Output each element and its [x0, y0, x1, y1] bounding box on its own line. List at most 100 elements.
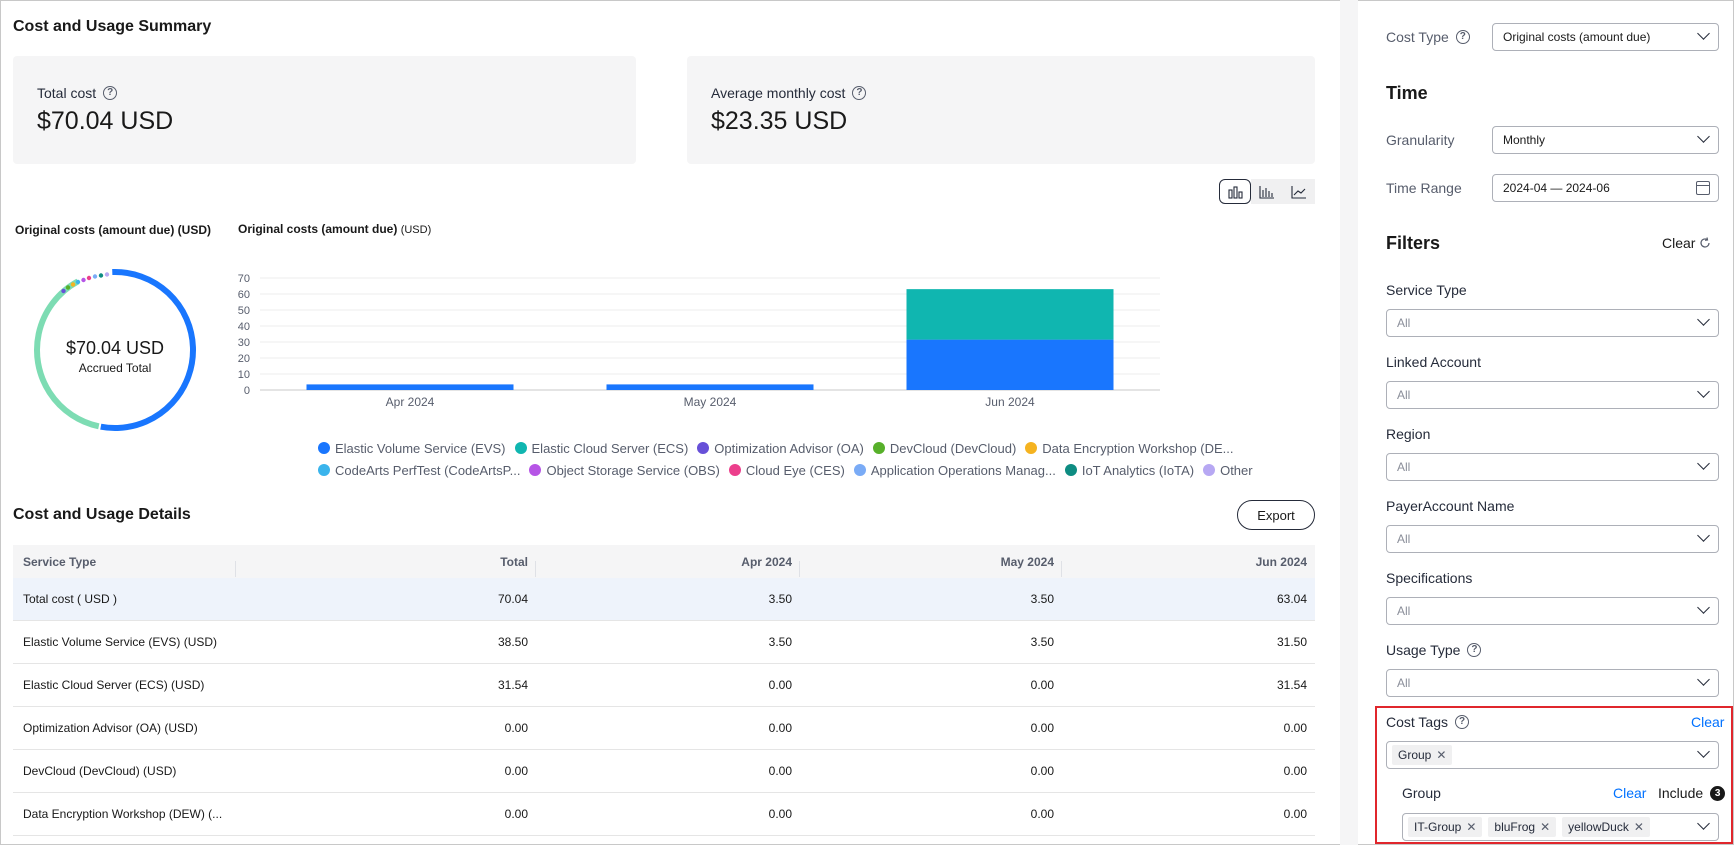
- col-header-total[interactable]: Total: [236, 555, 536, 577]
- group-clear-button[interactable]: Clear: [1613, 785, 1647, 801]
- donut-slice-ecs: [34, 269, 196, 431]
- legend-item[interactable]: CodeArts PerfTest (CodeArtsP...: [318, 463, 520, 478]
- bar-segment: [606, 384, 814, 390]
- legend-label: Object Storage Service (OBS): [546, 462, 720, 478]
- cost-type-select[interactable]: Original costs (amount due): [1492, 23, 1719, 51]
- legend-label: DevCloud (DevCloud): [889, 440, 1017, 456]
- usage-type-select[interactable]: All: [1386, 669, 1719, 697]
- time-range-picker[interactable]: 2024-04 — 2024-06: [1492, 174, 1719, 202]
- cell-apr: 0.00: [768, 764, 792, 778]
- cost-type-value: Original costs (amount due): [1503, 30, 1651, 44]
- legend-item[interactable]: Other: [1203, 463, 1253, 478]
- table-row[interactable]: Total cost ( USD ) 70.04 3.50 3.50 63.04: [13, 578, 1315, 621]
- y-tick-label: 0: [244, 385, 250, 397]
- group-values-select[interactable]: IT-Group ✕ bluFrog ✕ yellowDuck ✕: [1402, 813, 1719, 841]
- cell-jun: 0.00: [1283, 807, 1307, 821]
- payer-account-select[interactable]: All: [1386, 525, 1719, 553]
- close-icon[interactable]: ✕: [1633, 820, 1644, 834]
- column-divider: [235, 560, 236, 577]
- linked-account-select[interactable]: All: [1386, 381, 1719, 409]
- tag-chip: bluFrog ✕: [1488, 817, 1557, 837]
- legend-item[interactable]: Application Operations Manag...: [853, 463, 1056, 478]
- service-type-label: Service Type: [1386, 282, 1467, 298]
- donut-slice-aom: [92, 274, 98, 279]
- help-icon[interactable]: ?: [103, 86, 118, 100]
- cost-tags-label-text: Cost Tags: [1386, 714, 1448, 730]
- donut-center: $70.04 USD Accrued Total: [30, 338, 200, 375]
- stacked-bar-chart-button[interactable]: [1219, 179, 1251, 204]
- region-select[interactable]: All: [1386, 453, 1719, 481]
- close-icon[interactable]: ✕: [1466, 820, 1477, 834]
- legend-dot-icon: [1025, 442, 1038, 454]
- y-tick-label: 70: [238, 273, 250, 285]
- legend-item[interactable]: DevCloud (DevCloud): [872, 440, 1017, 456]
- line-chart-button[interactable]: [1283, 179, 1315, 204]
- legend-item[interactable]: Optimization Advisor (OA): [697, 441, 864, 456]
- service-type-select[interactable]: All: [1386, 309, 1719, 337]
- close-icon[interactable]: ✕: [1436, 748, 1447, 762]
- donut-slice-codearts: [75, 279, 81, 285]
- donut-slice-other: [104, 272, 110, 277]
- cell-may: 0.00: [1030, 678, 1054, 692]
- total-cost-label: Total cost: [37, 85, 97, 101]
- cell-service: Optimization Advisor (OA) (USD): [23, 721, 198, 735]
- y-tick-label: 10: [238, 369, 250, 381]
- col-header-apr[interactable]: Apr 2024: [536, 555, 800, 577]
- legend-item[interactable]: IoT Analytics (IoTA): [1064, 463, 1194, 478]
- table-row[interactable]: Data Encryption Workshop (DEW) (... 0.00…: [13, 793, 1315, 836]
- filters-clear-button[interactable]: Clear: [1662, 235, 1711, 251]
- export-button[interactable]: Export: [1237, 500, 1315, 530]
- col-header-service-type[interactable]: Service Type: [13, 555, 236, 577]
- help-icon[interactable]: ?: [1467, 643, 1482, 657]
- legend-item[interactable]: Cloud Eye (CES): [728, 463, 845, 478]
- panel-gutter: [1340, 0, 1358, 845]
- table-row[interactable]: Elastic Cloud Server (ECS) (USD) 31.54 0…: [13, 664, 1315, 707]
- usage-type-value: All: [1397, 676, 1411, 690]
- tag-chip: yellowDuck ✕: [1562, 817, 1650, 837]
- tag-chip-label: bluFrog: [1494, 820, 1536, 834]
- linked-account-value: All: [1397, 388, 1411, 402]
- table-row[interactable]: Optimization Advisor (OA) (USD) 0.00 0.0…: [13, 707, 1315, 750]
- stacked-bar-chart: 0 10 20 30 40 50 60 70 Apr 2024 May 2024 Jun 2024: [238, 273, 1160, 409]
- group-label: Group: [1402, 785, 1441, 801]
- col-header-may[interactable]: May 2024: [800, 555, 1062, 577]
- legend-item[interactable]: Data Encryption Workshop (DE...: [1025, 441, 1234, 456]
- cell-may: 0.00: [1030, 807, 1054, 821]
- specifications-select[interactable]: All: [1386, 597, 1719, 625]
- chevron-down-icon: [1697, 313, 1710, 326]
- legend-label: Elastic Volume Service (EVS): [335, 440, 506, 456]
- table-row[interactable]: DevCloud (DevCloud) (USD) 0.00 0.00 0.00…: [13, 750, 1315, 793]
- cell-total: 31.54: [497, 678, 528, 692]
- total-cost-card: Total cost? $70.04 USD: [13, 56, 636, 164]
- help-icon[interactable]: ?: [1455, 30, 1470, 44]
- cell-service: Total cost ( USD ): [23, 592, 118, 606]
- granularity-select[interactable]: Monthly: [1492, 126, 1719, 154]
- legend-label: Elastic Cloud Server (ECS): [531, 440, 689, 456]
- legend-dot-icon: [318, 464, 330, 476]
- donut-center-amount: $70.04 USD: [65, 338, 165, 358]
- cell-jun: 0.00: [1283, 721, 1307, 735]
- legend-item[interactable]: Elastic Volume Service (EVS): [318, 441, 506, 456]
- help-icon[interactable]: ?: [852, 86, 867, 100]
- chevron-down-icon: [1697, 673, 1710, 686]
- cell-total: 38.50: [497, 635, 528, 649]
- cost-tags-select[interactable]: Group ✕: [1386, 741, 1719, 769]
- legend-label: CodeArts PerfTest (CodeArtsP...: [335, 462, 521, 478]
- y-tick-label: 60: [238, 289, 250, 301]
- col-header-jun[interactable]: Jun 2024: [1062, 555, 1315, 569]
- help-icon[interactable]: ?: [1455, 715, 1469, 729]
- chart-legend: Elastic Volume Service (EVS) Elastic Clou…: [318, 437, 1253, 481]
- bar-chart-button[interactable]: [1251, 179, 1283, 204]
- legend-item[interactable]: Elastic Cloud Server (ECS): [514, 440, 689, 456]
- close-icon[interactable]: ✕: [1540, 820, 1551, 834]
- legend-item[interactable]: Object Storage Service (OBS): [529, 462, 720, 478]
- donut-slice-evs: [33, 269, 196, 431]
- details-table: Service Type Total Apr 2024 May 2024 Jun…: [13, 545, 1315, 836]
- time-heading: Time: [1386, 83, 1428, 103]
- table-row[interactable]: Elastic Volume Service (EVS) (USD) 38.50…: [13, 621, 1315, 664]
- payer-account-value: All: [1397, 532, 1411, 546]
- region-value: All: [1397, 460, 1411, 474]
- chevron-down-icon: [1697, 27, 1710, 40]
- filters-heading: Filters: [1386, 233, 1441, 253]
- cost-tags-clear-button[interactable]: Clear: [1691, 714, 1725, 730]
